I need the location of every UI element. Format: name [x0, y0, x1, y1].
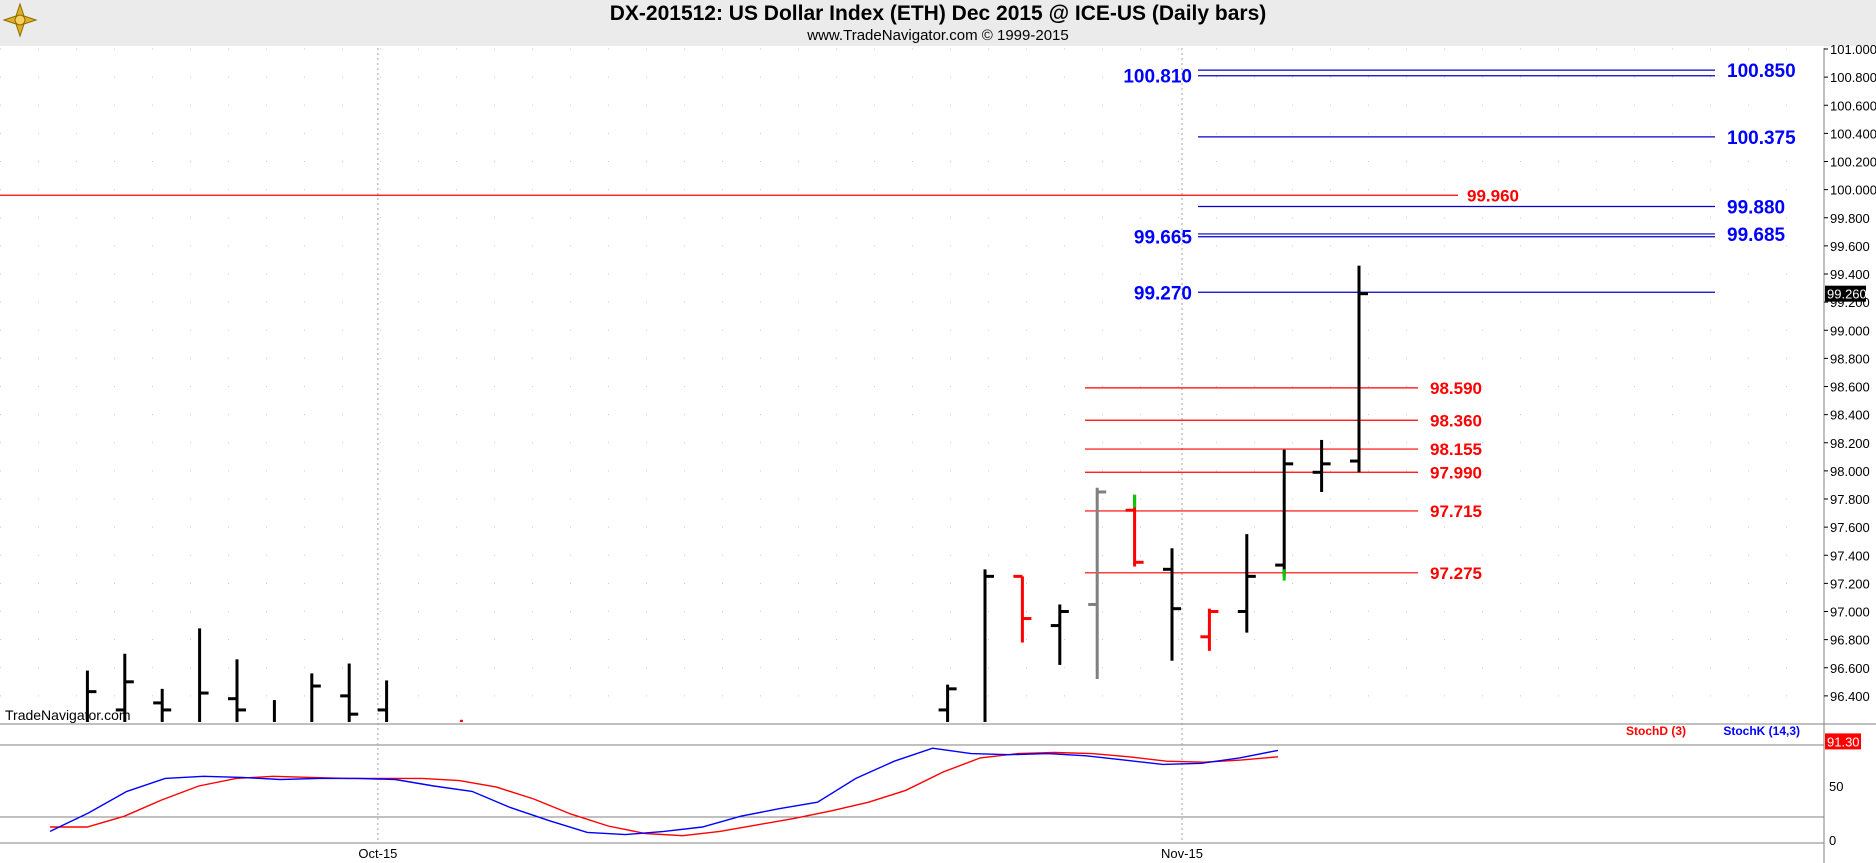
stochk-legend: StochK (14,3) — [1723, 724, 1800, 738]
stochd-legend: StochD (3) — [1626, 724, 1686, 738]
x-tick-label: Nov-15 — [1161, 846, 1203, 861]
level-label-blue: 99.665 — [1134, 228, 1193, 249]
plot-area — [0, 48, 1824, 857]
level-label-blue: 99.880 — [1727, 198, 1785, 219]
y-tick-label: 98.800 — [1830, 351, 1870, 366]
level-label-red: 97.715 — [1430, 502, 1482, 521]
x-tick-label: Oct-15 — [358, 846, 397, 861]
level-label-blue: 99.270 — [1134, 283, 1192, 304]
y-tick-label: 97.000 — [1830, 605, 1870, 620]
level-label-red: 99.960 — [1467, 186, 1519, 205]
stoch-last-label: 91.30 — [1827, 734, 1860, 749]
chart-title: DX-201512: US Dollar Index (ETH) Dec 201… — [609, 2, 1267, 25]
y-tick-label: 97.200 — [1830, 576, 1870, 591]
copyright-text: www.TradeNavigator.com © 1999-2015 — [807, 27, 1069, 44]
level-label-blue: 100.810 — [1123, 67, 1192, 88]
y-tick-label: 98.200 — [1830, 436, 1870, 451]
stoch-tick-label: 0 — [1829, 833, 1836, 848]
y-tick-label: 99.400 — [1830, 267, 1870, 282]
y-tick-label: 96.800 — [1830, 633, 1870, 648]
level-label-blue: 100.850 — [1727, 61, 1796, 82]
y-tick-label: 99.600 — [1830, 239, 1870, 254]
last-price-label: 99.260 — [1827, 287, 1867, 302]
y-tick-label: 100.000 — [1830, 183, 1876, 198]
y-tick-label: 101.000 — [1830, 42, 1876, 57]
y-tick-label: 99.000 — [1830, 323, 1870, 338]
level-label-blue: 100.375 — [1727, 128, 1796, 149]
stoch-last-box — [1825, 733, 1861, 750]
y-tick-label: 100.400 — [1830, 126, 1876, 141]
y-tick-label: 98.400 — [1830, 408, 1870, 423]
stoch-series-line — [49, 747, 1279, 836]
y-tick-label: 98.000 — [1830, 464, 1870, 479]
level-label-red: 97.275 — [1430, 564, 1482, 583]
stoch-tick-label: 50 — [1829, 779, 1843, 794]
y-tick-label: 96.400 — [1830, 689, 1870, 704]
level-label-red: 98.155 — [1430, 440, 1482, 459]
stoch-series-line — [50, 751, 1279, 837]
chart-header — [0, 0, 1876, 46]
y-tick-label: 99.800 — [1830, 211, 1870, 226]
y-tick-label: 98.600 — [1830, 380, 1870, 395]
watermark-text: TradeNavigator.com — [5, 707, 131, 723]
level-label-red: 98.590 — [1430, 379, 1482, 398]
level-label-blue: 99.685 — [1727, 225, 1786, 246]
y-tick-label: 100.600 — [1830, 98, 1876, 113]
y-tick-label: 96.600 — [1830, 661, 1870, 676]
y-tick-label: 100.200 — [1830, 155, 1876, 170]
y-tick-label: 100.800 — [1830, 70, 1876, 85]
last-price-box — [1825, 285, 1866, 302]
y-tick-label: 97.800 — [1830, 492, 1870, 507]
y-tick-label: 97.600 — [1830, 520, 1870, 535]
y-tick-label: 97.400 — [1830, 548, 1870, 563]
level-label-red: 98.360 — [1430, 411, 1482, 430]
level-label-red: 97.990 — [1430, 463, 1482, 482]
trade-navigator-logo — [2, 2, 38, 38]
